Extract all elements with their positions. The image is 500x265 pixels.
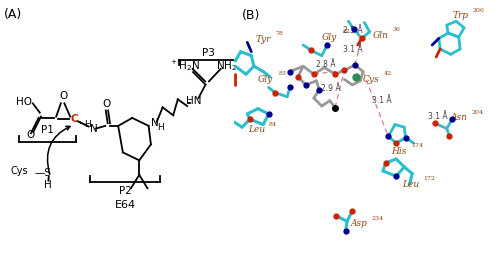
Text: 83: 83 bbox=[278, 71, 286, 76]
Text: 206: 206 bbox=[472, 8, 484, 12]
Text: P1: P1 bbox=[41, 125, 54, 135]
Text: Asn: Asn bbox=[450, 113, 467, 122]
Text: Gly: Gly bbox=[258, 75, 274, 84]
Text: (A): (A) bbox=[4, 8, 22, 21]
Text: Leu: Leu bbox=[248, 125, 265, 134]
Text: Tyr: Tyr bbox=[256, 35, 271, 44]
Text: P2: P2 bbox=[119, 186, 132, 196]
Text: HO: HO bbox=[16, 97, 32, 107]
Text: 174: 174 bbox=[412, 143, 424, 148]
Text: 3.1 Å: 3.1 Å bbox=[342, 45, 362, 54]
Text: HN: HN bbox=[186, 96, 202, 106]
Text: O: O bbox=[59, 91, 68, 101]
Text: 2.8 Å: 2.8 Å bbox=[316, 60, 336, 69]
Text: Cys: Cys bbox=[10, 166, 28, 176]
Text: H: H bbox=[44, 180, 52, 191]
Text: (B): (B) bbox=[242, 9, 260, 22]
Text: H: H bbox=[158, 123, 164, 132]
Text: 2.5 Å: 2.5 Å bbox=[342, 26, 362, 35]
Text: $^+$H$_2$N: $^+$H$_2$N bbox=[170, 58, 200, 73]
Text: —S: —S bbox=[35, 168, 52, 178]
Text: Gly: Gly bbox=[322, 33, 338, 42]
Text: O: O bbox=[26, 130, 34, 140]
Text: N: N bbox=[150, 118, 158, 128]
Text: His: His bbox=[391, 147, 406, 156]
Text: 3.1 Å: 3.1 Å bbox=[428, 112, 448, 121]
FancyArrowPatch shape bbox=[48, 126, 70, 174]
Text: C: C bbox=[70, 114, 78, 124]
Text: 204: 204 bbox=[472, 110, 484, 114]
Text: Cys: Cys bbox=[362, 75, 380, 84]
Text: NH$_2$: NH$_2$ bbox=[216, 59, 238, 73]
Text: 84: 84 bbox=[269, 122, 277, 126]
Text: 36: 36 bbox=[393, 28, 400, 32]
Text: 2.9 Å: 2.9 Å bbox=[322, 84, 341, 93]
Text: 234: 234 bbox=[372, 216, 384, 220]
Text: Gln: Gln bbox=[372, 31, 388, 40]
Text: 42: 42 bbox=[384, 71, 392, 76]
Text: Asp: Asp bbox=[350, 219, 368, 228]
Text: H: H bbox=[84, 120, 91, 129]
Text: O: O bbox=[102, 99, 110, 109]
Text: N: N bbox=[90, 123, 98, 134]
Text: 82: 82 bbox=[342, 29, 350, 34]
Text: P3: P3 bbox=[202, 48, 214, 58]
Text: 78: 78 bbox=[276, 32, 284, 36]
Text: Trp: Trp bbox=[452, 11, 468, 20]
Text: E64: E64 bbox=[114, 200, 136, 210]
Text: 3.1 Å: 3.1 Å bbox=[372, 96, 392, 105]
Text: Leu: Leu bbox=[402, 180, 419, 189]
Text: 172: 172 bbox=[424, 176, 436, 181]
